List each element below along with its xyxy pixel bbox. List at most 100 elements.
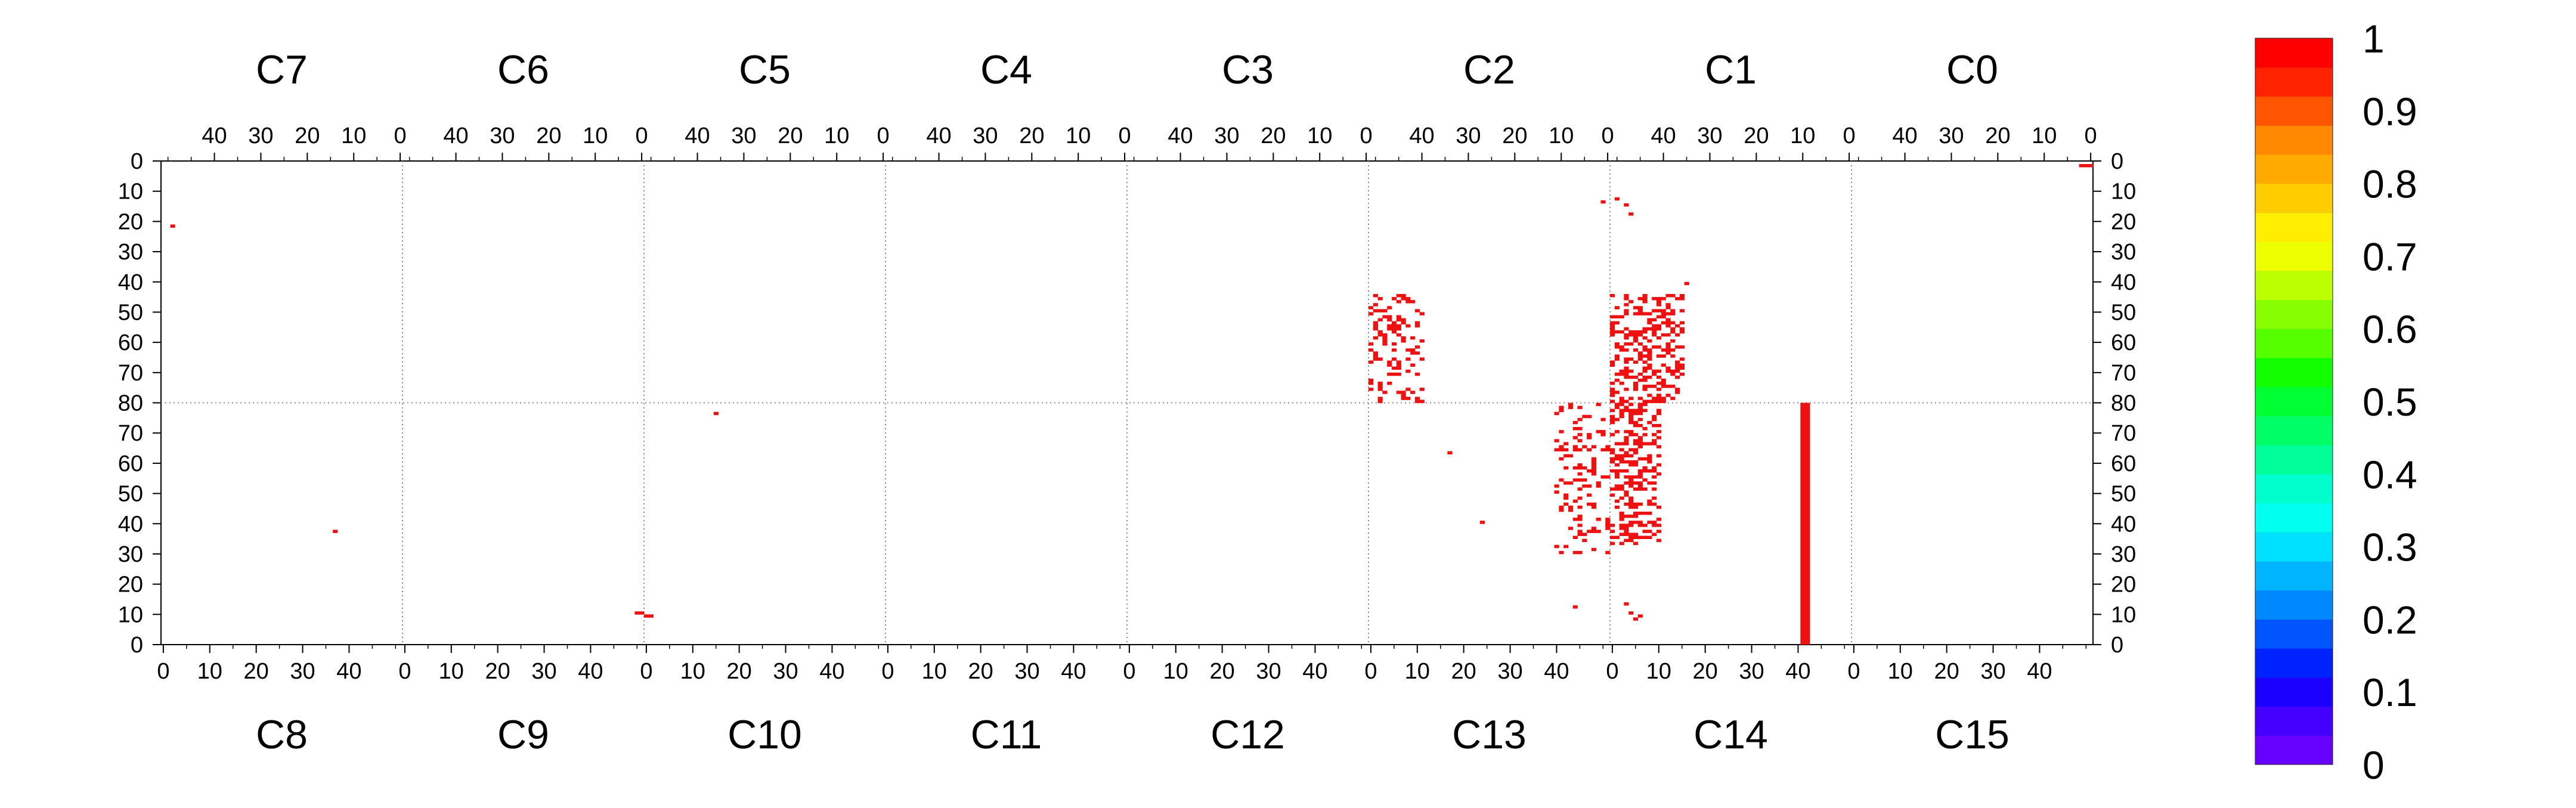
hit-cell <box>1661 382 1666 385</box>
hit-cell <box>1619 460 1624 464</box>
hit-cell <box>1624 530 1629 533</box>
axes: 40 30 20 10 0 40 30 20 10 0 40 30 20 10 0 40 30 20 10 0 40 30… <box>118 123 2137 684</box>
hit-cell <box>1614 487 1620 491</box>
colorbar: 0 0.1 0.2 0.3 0.4 0.5 0.6 0.7 0.8 0.9 1 <box>2255 17 2417 787</box>
hit-cell <box>1614 306 1620 309</box>
bottom-col-tick-label: 40 <box>819 659 844 684</box>
hit-cell <box>1591 530 1597 533</box>
hit-cell <box>1628 411 1634 416</box>
colorbar-tick-label: 1 <box>2363 17 2385 61</box>
hit-cell <box>1396 366 1401 370</box>
hit-cell <box>1624 372 1629 376</box>
hit-cell <box>1652 372 1657 376</box>
hit-cell <box>1414 400 1420 403</box>
bottom-col-tick-label: 10 <box>922 659 947 684</box>
hit-cell <box>1387 318 1392 322</box>
bottom-col-tick-label: 0 <box>1364 659 1377 684</box>
top-col-tick-label: 0 <box>636 123 648 148</box>
hit-cell <box>1624 533 1629 536</box>
hit-cell <box>639 611 645 615</box>
hit-cell <box>1554 544 1559 549</box>
hit-cell <box>1405 388 1411 391</box>
hit-cell <box>1656 315 1662 318</box>
hit-cell <box>1661 348 1666 352</box>
hit-cell <box>1642 330 1648 334</box>
hit-cell <box>1405 357 1411 361</box>
hit-cell <box>1619 527 1624 530</box>
hit-cell <box>1675 366 1680 370</box>
top-col-tick-label: 10 <box>341 123 366 148</box>
hit-cell <box>1391 366 1397 370</box>
top-col-tick-label: 20 <box>1502 123 1527 148</box>
hit-cell <box>1619 348 1624 352</box>
hit-cell <box>1675 345 1680 349</box>
hit-cell <box>1628 521 1634 524</box>
hit-cell <box>1679 297 1685 301</box>
hit-cell <box>1665 303 1671 307</box>
hit-cell <box>1624 294 1629 298</box>
hit-cell <box>1656 524 1662 527</box>
hit-cell <box>1656 345 1662 349</box>
hit-cell <box>1610 457 1615 461</box>
hit-cell <box>1670 321 1676 325</box>
left-row-tick-label: 60 <box>118 451 143 476</box>
bottom-col-tick-label: 0 <box>1123 659 1135 684</box>
top-col-tick-label: 10 <box>583 123 608 148</box>
top-col-tick-label: 30 <box>731 123 756 148</box>
hit-cell <box>1610 487 1615 491</box>
hit-cell <box>1614 475 1620 479</box>
right-row-tick-label: 10 <box>2111 179 2136 205</box>
hit-cell <box>1670 327 1676 331</box>
hit-cell <box>1670 312 1676 315</box>
hit-cell <box>1656 436 1662 439</box>
hit-cell <box>1414 372 1420 376</box>
hit-cell <box>1368 382 1374 385</box>
colorbar-segment <box>2255 532 2333 562</box>
hit-cell <box>1559 457 1564 461</box>
hit-cell <box>1610 535 1615 539</box>
bottom-col-tick-label: 0 <box>1847 659 1860 684</box>
hit-cell <box>1624 297 1629 301</box>
hit-cell <box>1410 348 1416 352</box>
hit-cell <box>1679 345 1685 349</box>
hit-cell <box>1619 448 1624 451</box>
hit-cell <box>1633 541 1639 546</box>
hit-cell <box>713 411 719 416</box>
hit-cell <box>1572 427 1578 431</box>
top-col-tick-label: 30 <box>1697 123 1722 148</box>
hit-cell <box>1600 417 1606 422</box>
hit-cell <box>1656 518 1662 521</box>
hit-cell <box>1568 508 1574 512</box>
hit-cell <box>1665 366 1671 370</box>
hit-cell <box>1572 478 1578 482</box>
hit-cell <box>1665 369 1671 373</box>
top-col-tick-label: 0 <box>877 123 890 148</box>
hit-cell <box>1614 345 1620 349</box>
hit-cell <box>1637 403 1643 406</box>
hit-cell <box>1382 339 1388 343</box>
hit-cell <box>1633 408 1639 413</box>
left-row-tick-label: 0 <box>131 633 143 658</box>
colorbar-tick-label: 0.8 <box>2363 162 2417 206</box>
hit-cell <box>1619 518 1624 521</box>
hit-cell <box>1675 388 1680 391</box>
hit-cell <box>1614 430 1620 434</box>
top-col-tick-label: 20 <box>1261 123 1286 148</box>
hit-cell <box>1619 315 1624 318</box>
right-row-tick-label: 10 <box>2111 602 2136 627</box>
hit-cell <box>1628 515 1634 518</box>
hit-cell <box>1633 312 1639 315</box>
hit-cell <box>1410 363 1416 367</box>
colorbar-tick-label: 0.1 <box>2363 670 2417 714</box>
hit-cell <box>1373 351 1378 355</box>
hit-cell <box>1382 333 1388 337</box>
hit-cell <box>1642 385 1648 388</box>
hit-cell <box>1642 312 1648 315</box>
bottom-col-tick-label: 30 <box>773 659 798 684</box>
hit-cell <box>1665 312 1671 315</box>
hit-cell <box>1619 515 1624 518</box>
colorbar-tick-label: 0.2 <box>2363 598 2417 642</box>
hit-cell <box>1624 342 1629 346</box>
hit-cell <box>1633 333 1639 337</box>
hit-cell <box>1614 330 1620 334</box>
